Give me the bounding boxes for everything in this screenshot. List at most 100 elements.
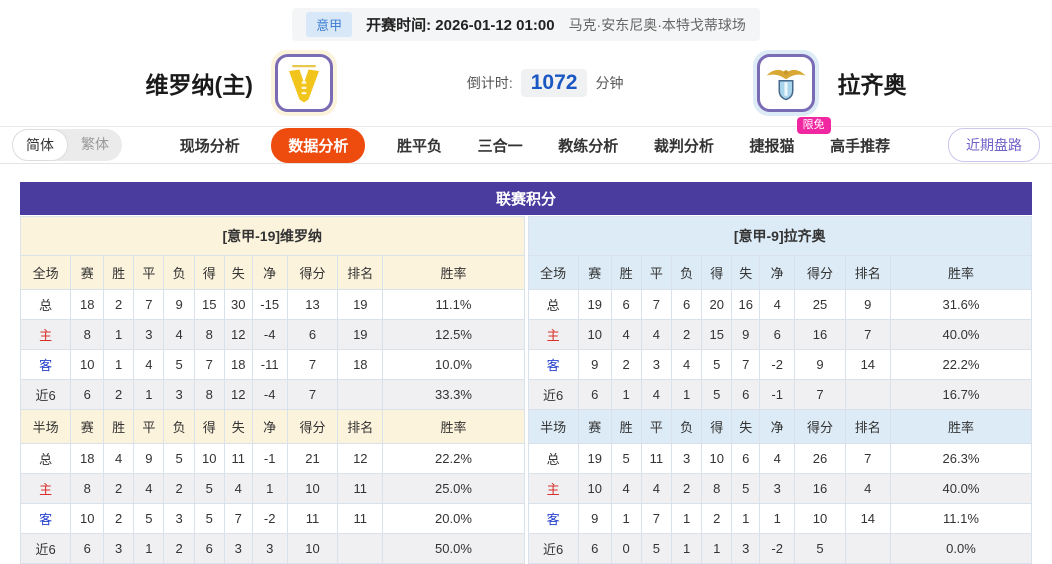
nav-tab[interactable]: 胜平负	[397, 137, 443, 155]
table-cell: -2	[759, 533, 796, 564]
column-header: 排名	[337, 409, 384, 444]
nav-tab[interactable]: 现场分析	[179, 137, 240, 155]
away-team-logo	[753, 50, 820, 116]
home-standings-panel: [意甲-19]维罗纳 全场赛胜平负得失净得分 排名 胜率总 18 2 7 9 15 30 -15 1…	[19, 216, 525, 564]
table-cell: 16	[731, 289, 761, 320]
column-header: 负	[670, 255, 703, 290]
nav-tab[interactable]: 三合一	[477, 137, 523, 155]
table-cell: 8	[70, 473, 105, 504]
table-cell: 1	[759, 503, 796, 534]
table-cell: 9	[163, 289, 195, 320]
table-cell: 11.1%	[382, 289, 525, 320]
table-cell: 14	[844, 503, 891, 534]
row-label: 主	[527, 473, 579, 504]
table-cell: 19	[577, 289, 612, 320]
table-row: 近6 6 1 4 1 5 6 -1 7 16.7%	[527, 379, 1033, 410]
table-cell: 14	[844, 349, 891, 380]
table-cell: 12.5%	[382, 319, 525, 350]
table-cell: 13	[286, 289, 339, 320]
table-cell: 5	[193, 503, 225, 534]
row-label: 客	[19, 349, 72, 380]
table-cell: 15	[193, 289, 225, 320]
away-standings-panel: [意甲-9]拉齐奥 全场赛胜平负得失净得分 排名 胜率总 19 6 7 6 20 16 4 25 9 3…	[527, 216, 1033, 564]
table-cell: 4	[103, 443, 135, 474]
table-cell: 7	[193, 349, 225, 380]
table-cell: 2	[103, 289, 135, 320]
table-cell: 31.6%	[889, 289, 1033, 320]
table-cell: 7	[731, 349, 761, 380]
table-row: 客 9 2 3 4 5 7 -2 9 14 22.2%	[527, 349, 1033, 380]
table-row: 总 18 2 7 9 15 30 -15 13 19 11.1%	[19, 289, 525, 320]
table-cell: 7	[133, 289, 165, 320]
table-cell: 3	[731, 533, 761, 564]
table-row: 主 10 4 4 2 8 5 3 16 4 40.0%	[527, 473, 1033, 504]
table-cell: 4	[133, 349, 165, 380]
column-header: 得	[193, 409, 225, 444]
nav-tab[interactable]: 裁判分析	[653, 137, 714, 155]
table-cell: 10	[577, 319, 612, 350]
column-header: 负	[670, 409, 703, 444]
nav-tab[interactable]: 教练分析	[558, 137, 619, 155]
table-cell: 3	[103, 533, 135, 564]
nav-tab[interactable]: 数据分析	[271, 127, 366, 163]
table-cell: 10.0%	[382, 349, 525, 380]
nav-tab[interactable]: 高手推荐	[830, 137, 891, 155]
column-header: 胜	[103, 255, 135, 290]
table-cell: 11	[640, 443, 672, 474]
table-cell: 10	[286, 473, 339, 504]
column-header: 净	[759, 255, 796, 290]
table-cell: 5	[794, 533, 846, 564]
row-label: 主	[527, 319, 579, 350]
language-toggle: 简体 繁体	[12, 129, 122, 161]
column-header-row: 全场赛胜平负得失净得分 排名 胜率	[527, 255, 1033, 290]
row-label: 客	[527, 349, 579, 380]
row-label: 近6	[527, 533, 579, 564]
nav-tab[interactable]: 捷报猫 限免	[746, 116, 831, 162]
table-cell: -1	[759, 379, 796, 410]
table-cell: 4	[610, 319, 642, 350]
table-cell: 1	[251, 473, 288, 504]
team-header: [意甲-9]拉齐奥	[527, 216, 1032, 255]
league-badge: 意甲	[306, 12, 353, 37]
table-cell: 8	[193, 319, 225, 350]
table-cell: 1	[610, 503, 642, 534]
table-cell: 4	[133, 473, 165, 504]
table-cell: 9	[844, 289, 891, 320]
table-cell: 6	[731, 379, 761, 410]
league-standings: 联赛积分 [意甲-19]维罗纳 全场赛胜平负得失净得分 排名 胜率总 18 2 7 9 15 3…	[19, 182, 1033, 564]
table-cell: 6	[670, 289, 703, 320]
table-cell: 6	[610, 289, 642, 320]
recent-handicap-button[interactable]: 近期盘路	[948, 128, 1040, 162]
table-cell: 4	[670, 349, 703, 380]
lang-traditional[interactable]: 繁体	[81, 136, 109, 152]
table-cell: 1	[133, 379, 165, 410]
column-header: 胜	[610, 409, 642, 444]
table-row: 客 10 2 5 3 5 7 -2 11 11 20.0%	[19, 503, 525, 534]
table-cell: 20.0%	[382, 503, 525, 534]
table-cell: 7	[286, 349, 339, 380]
table-cell: 4	[844, 473, 891, 504]
away-team: 拉齐奥	[753, 50, 906, 116]
table-cell: 10	[577, 473, 612, 504]
table-cell: 16	[794, 473, 846, 504]
table-cell: 10	[286, 533, 339, 564]
row-label: 客	[527, 503, 579, 534]
table-cell: 1	[701, 533, 733, 564]
row-label: 总	[19, 443, 72, 474]
table-row: 主 10 4 4 2 15 9 6 16 7 40.0%	[527, 319, 1033, 350]
table-row: 近6 6 3 1 2 6 3 3 10 50.0%	[19, 533, 525, 564]
lang-simplified[interactable]: 简体	[12, 129, 68, 161]
column-header: 全场	[19, 255, 72, 290]
column-header: 平	[133, 255, 165, 290]
table-cell: 2	[103, 503, 135, 534]
table-cell: 19	[577, 443, 612, 474]
table-cell: 7	[640, 503, 672, 534]
column-header: 得分	[286, 409, 339, 444]
table-cell: 7	[286, 379, 339, 410]
table-row: 主 8 1 3 4 8 12 -4 6 19 12.5%	[19, 319, 525, 350]
table-cell: 25	[794, 289, 846, 320]
column-header: 负	[163, 409, 195, 444]
table-cell: 9	[133, 443, 165, 474]
table-row: 近6 6 2 1 3 8 12 -4 7 33.3%	[19, 379, 525, 410]
table-cell: 2	[163, 473, 195, 504]
